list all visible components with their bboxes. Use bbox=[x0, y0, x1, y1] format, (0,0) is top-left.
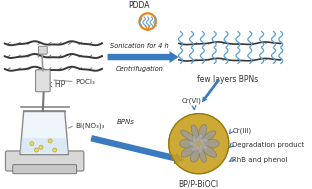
FancyBboxPatch shape bbox=[36, 70, 50, 92]
Ellipse shape bbox=[200, 142, 207, 149]
Text: bulk HP: bulk HP bbox=[36, 80, 65, 89]
Text: Cr(VI): Cr(VI) bbox=[182, 98, 201, 105]
FancyArrow shape bbox=[202, 79, 220, 102]
Text: Sonication for 4 h: Sonication for 4 h bbox=[110, 43, 169, 49]
Text: POCl₃: POCl₃ bbox=[75, 79, 95, 85]
Circle shape bbox=[34, 148, 38, 152]
Text: Bi(NO₃)₃: Bi(NO₃)₃ bbox=[75, 122, 104, 129]
Ellipse shape bbox=[189, 141, 197, 147]
Ellipse shape bbox=[199, 149, 206, 163]
Text: Cr(III): Cr(III) bbox=[232, 128, 251, 134]
Text: Degradation product: Degradation product bbox=[232, 143, 305, 149]
Text: Centrifugation: Centrifugation bbox=[115, 66, 163, 72]
Circle shape bbox=[53, 148, 57, 152]
Ellipse shape bbox=[199, 139, 208, 143]
Text: BPNs: BPNs bbox=[117, 119, 135, 125]
Circle shape bbox=[30, 142, 34, 146]
Circle shape bbox=[48, 139, 52, 143]
Ellipse shape bbox=[193, 135, 197, 144]
Circle shape bbox=[39, 145, 43, 149]
Circle shape bbox=[169, 114, 229, 174]
Ellipse shape bbox=[181, 145, 196, 157]
Text: few layers BPNs: few layers BPNs bbox=[197, 75, 259, 84]
Ellipse shape bbox=[196, 134, 203, 142]
FancyBboxPatch shape bbox=[38, 46, 47, 54]
FancyArrow shape bbox=[90, 135, 185, 164]
Polygon shape bbox=[20, 138, 68, 153]
Ellipse shape bbox=[190, 149, 199, 162]
Ellipse shape bbox=[204, 139, 219, 148]
Polygon shape bbox=[20, 111, 68, 155]
FancyArrow shape bbox=[108, 51, 179, 63]
Ellipse shape bbox=[179, 139, 193, 148]
Ellipse shape bbox=[198, 124, 207, 139]
Ellipse shape bbox=[191, 125, 198, 138]
FancyBboxPatch shape bbox=[13, 165, 76, 174]
Ellipse shape bbox=[181, 130, 196, 142]
Ellipse shape bbox=[202, 131, 216, 142]
Ellipse shape bbox=[192, 145, 200, 151]
Ellipse shape bbox=[198, 144, 203, 153]
FancyBboxPatch shape bbox=[6, 151, 84, 171]
Ellipse shape bbox=[201, 145, 217, 157]
Text: PDDA: PDDA bbox=[129, 1, 150, 10]
Text: BP/P-BiOCl: BP/P-BiOCl bbox=[179, 179, 219, 188]
Text: RhB and phenol: RhB and phenol bbox=[232, 157, 288, 163]
